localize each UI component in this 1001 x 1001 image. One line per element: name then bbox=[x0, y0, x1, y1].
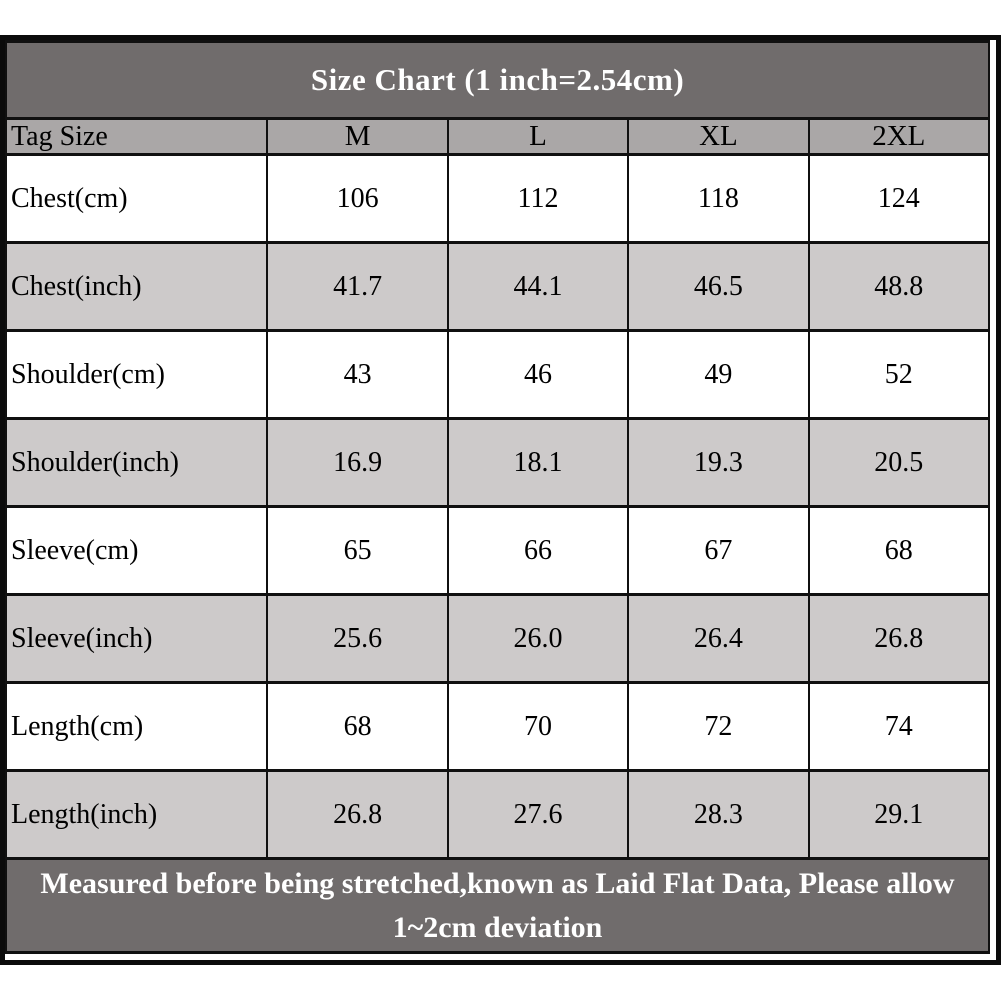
row-label: Length(cm) bbox=[4, 681, 269, 772]
cell-value: 52 bbox=[807, 329, 991, 420]
cell-value: 118 bbox=[627, 153, 810, 244]
table-row-shoulder-inch: Shoulder(inch) 16.9 18.1 19.3 20.5 bbox=[4, 417, 991, 508]
cell-value: 44.1 bbox=[446, 241, 630, 332]
cell-value: 16.9 bbox=[266, 417, 449, 508]
column-header-m: M bbox=[266, 117, 449, 156]
table-title: Size Chart (1 inch=2.54cm) bbox=[5, 40, 990, 120]
cell-value: 74 bbox=[807, 681, 991, 772]
cell-value: 18.1 bbox=[446, 417, 630, 508]
cell-value: 68 bbox=[807, 505, 991, 596]
size-chart-table: Size Chart (1 inch=2.54cm) Tag Size M L … bbox=[4, 40, 991, 954]
table-row-sleeve-cm: Sleeve(cm) 65 66 67 68 bbox=[4, 505, 991, 596]
header-row: Tag Size M L XL 2XL bbox=[4, 117, 991, 156]
cell-value: 112 bbox=[446, 153, 630, 244]
size-chart-frame: Size Chart (1 inch=2.54cm) Tag Size M L … bbox=[0, 35, 1001, 965]
cell-value: 46.5 bbox=[627, 241, 810, 332]
cell-value: 66 bbox=[446, 505, 630, 596]
cell-value: 19.3 bbox=[627, 417, 810, 508]
cell-value: 28.3 bbox=[627, 769, 810, 860]
cell-value: 41.7 bbox=[266, 241, 449, 332]
row-label: Shoulder(inch) bbox=[4, 417, 269, 508]
cell-value: 106 bbox=[266, 153, 449, 244]
table-row-chest-inch: Chest(inch) 41.7 44.1 46.5 48.8 bbox=[4, 241, 991, 332]
cell-value: 26.8 bbox=[266, 769, 449, 860]
table-row-chest-cm: Chest(cm) 106 112 118 124 bbox=[4, 153, 991, 244]
column-header-xl: XL bbox=[627, 117, 810, 156]
measurement-disclaimer: Measured before being stretched,known as… bbox=[5, 857, 990, 954]
cell-value: 25.6 bbox=[266, 593, 449, 684]
cell-value: 124 bbox=[807, 153, 991, 244]
title-row: Size Chart (1 inch=2.54cm) bbox=[5, 40, 990, 120]
cell-value: 26.8 bbox=[807, 593, 991, 684]
cell-value: 67 bbox=[627, 505, 810, 596]
table-row-length-inch: Length(inch) 26.8 27.6 28.3 29.1 bbox=[4, 769, 991, 860]
table-row-sleeve-inch: Sleeve(inch) 25.6 26.0 26.4 26.8 bbox=[4, 593, 991, 684]
cell-value: 26.4 bbox=[627, 593, 810, 684]
cell-value: 65 bbox=[266, 505, 449, 596]
cell-value: 70 bbox=[446, 681, 630, 772]
row-label: Chest(inch) bbox=[4, 241, 269, 332]
table-row-length-cm: Length(cm) 68 70 72 74 bbox=[4, 681, 991, 772]
row-label: Sleeve(inch) bbox=[4, 593, 269, 684]
row-label: Sleeve(cm) bbox=[4, 505, 269, 596]
cell-value: 68 bbox=[266, 681, 449, 772]
column-header-l: L bbox=[446, 117, 630, 156]
footer-row: Measured before being stretched,known as… bbox=[5, 857, 990, 954]
cell-value: 46 bbox=[446, 329, 630, 420]
column-header-tag-size: Tag Size bbox=[4, 117, 269, 156]
cell-value: 48.8 bbox=[807, 241, 991, 332]
table-row-shoulder-cm: Shoulder(cm) 43 46 49 52 bbox=[4, 329, 991, 420]
cell-value: 29.1 bbox=[807, 769, 991, 860]
cell-value: 43 bbox=[266, 329, 449, 420]
row-label: Shoulder(cm) bbox=[4, 329, 269, 420]
cell-value: 27.6 bbox=[446, 769, 630, 860]
cell-value: 20.5 bbox=[807, 417, 991, 508]
cell-value: 49 bbox=[627, 329, 810, 420]
cell-value: 72 bbox=[627, 681, 810, 772]
column-header-2xl: 2XL bbox=[807, 117, 991, 156]
row-label: Chest(cm) bbox=[4, 153, 269, 244]
cell-value: 26.0 bbox=[446, 593, 630, 684]
row-label: Length(inch) bbox=[4, 769, 269, 860]
